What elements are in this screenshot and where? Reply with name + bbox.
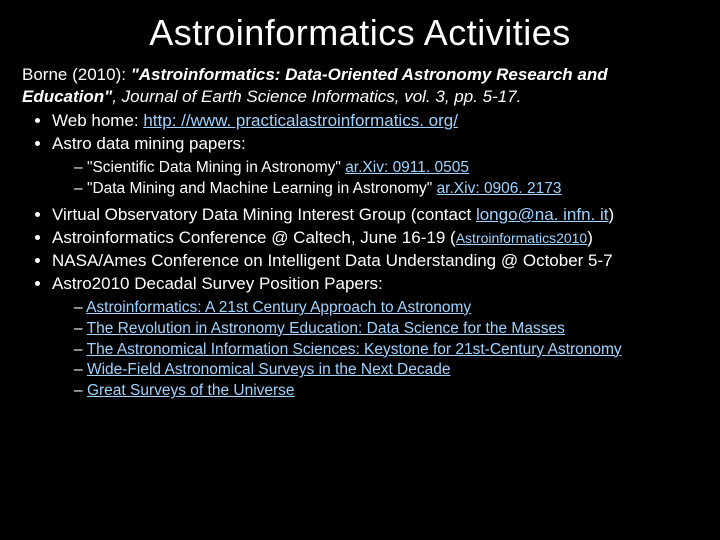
caltech-conf-pre: Astroinformatics Conference @ Caltech, J…	[52, 228, 456, 247]
decadal-item-4: Wide-Field Astronomical Surveys in the N…	[74, 360, 702, 381]
decadal-list: Astroinformatics: A 21st Century Approac…	[52, 298, 702, 403]
citation-journal: , Journal of Earth Science Informatics, …	[112, 87, 521, 106]
mining-paper-2-link[interactable]: ar.Xiv: 0906. 2173	[437, 180, 562, 197]
vo-group-post: )	[609, 205, 615, 224]
bullet-mining-papers: Astro data mining papers: "Scientific Da…	[52, 133, 702, 200]
bullet-nasa-ames: NASA/Ames Conference on Intelligent Data…	[52, 250, 702, 273]
mining-paper-2-text: "Data Mining and Machine Learning in Ast…	[87, 180, 437, 197]
bullet-vo-group: Virtual Observatory Data Mining Interest…	[52, 204, 702, 227]
web-home-link[interactable]: http: //www. practicalastroinformatics. …	[143, 111, 458, 130]
decadal-item-3: The Astronomical Information Sciences: K…	[74, 340, 702, 361]
citation-lead: Borne (2010):	[22, 65, 131, 84]
decadal-item-1: Astroinformatics: A 21st Century Approac…	[74, 298, 702, 319]
mining-paper-1: "Scientific Data Mining in Astronomy" ar…	[74, 158, 702, 179]
caltech-conf-link[interactable]: Astroinformatics2010	[456, 230, 588, 246]
mining-paper-1-link[interactable]: ar.Xiv: 0911. 0505	[345, 159, 469, 176]
bullet-decadal: Astro2010 Decadal Survey Position Papers…	[52, 273, 702, 403]
decadal-link-5[interactable]: Great Surveys of the Universe	[87, 382, 295, 399]
citation-line: Borne (2010): "Astroinformatics: Data-Or…	[22, 64, 698, 108]
decadal-item-5: Great Surveys of the Universe	[74, 381, 702, 402]
decadal-label: Astro2010 Decadal Survey Position Papers…	[52, 274, 383, 293]
mining-paper-1-text: "Scientific Data Mining in Astronomy"	[87, 159, 345, 176]
mining-paper-2: "Data Mining and Machine Learning in Ast…	[74, 179, 702, 200]
decadal-link-2[interactable]: The Revolution in Astronomy Education: D…	[87, 320, 565, 337]
decadal-link-3[interactable]: The Astronomical Information Sciences: K…	[87, 341, 622, 358]
slide-container: Astroinformatics Activities Borne (2010)…	[0, 0, 720, 540]
vo-group-email[interactable]: longo@na. infn. it	[476, 205, 609, 224]
slide-title: Astroinformatics Activities	[18, 12, 702, 54]
mining-papers-label: Astro data mining papers:	[52, 134, 246, 153]
top-bullets: Web home: http: //www. practicalastroinf…	[18, 110, 702, 402]
bullet-caltech-conf: Astroinformatics Conference @ Caltech, J…	[52, 227, 702, 250]
caltech-conf-post: )	[587, 228, 593, 247]
decadal-link-1[interactable]: Astroinformatics: A 21st Century Approac…	[86, 299, 471, 316]
mining-papers-list: "Scientific Data Mining in Astronomy" ar…	[52, 158, 702, 200]
vo-group-pre: Virtual Observatory Data Mining Interest…	[52, 205, 476, 224]
web-home-label: Web home:	[52, 111, 143, 130]
bullet-web-home: Web home: http: //www. practicalastroinf…	[52, 110, 702, 133]
decadal-item-2: The Revolution in Astronomy Education: D…	[74, 319, 702, 340]
decadal-link-4[interactable]: Wide-Field Astronomical Surveys in the N…	[87, 361, 451, 378]
